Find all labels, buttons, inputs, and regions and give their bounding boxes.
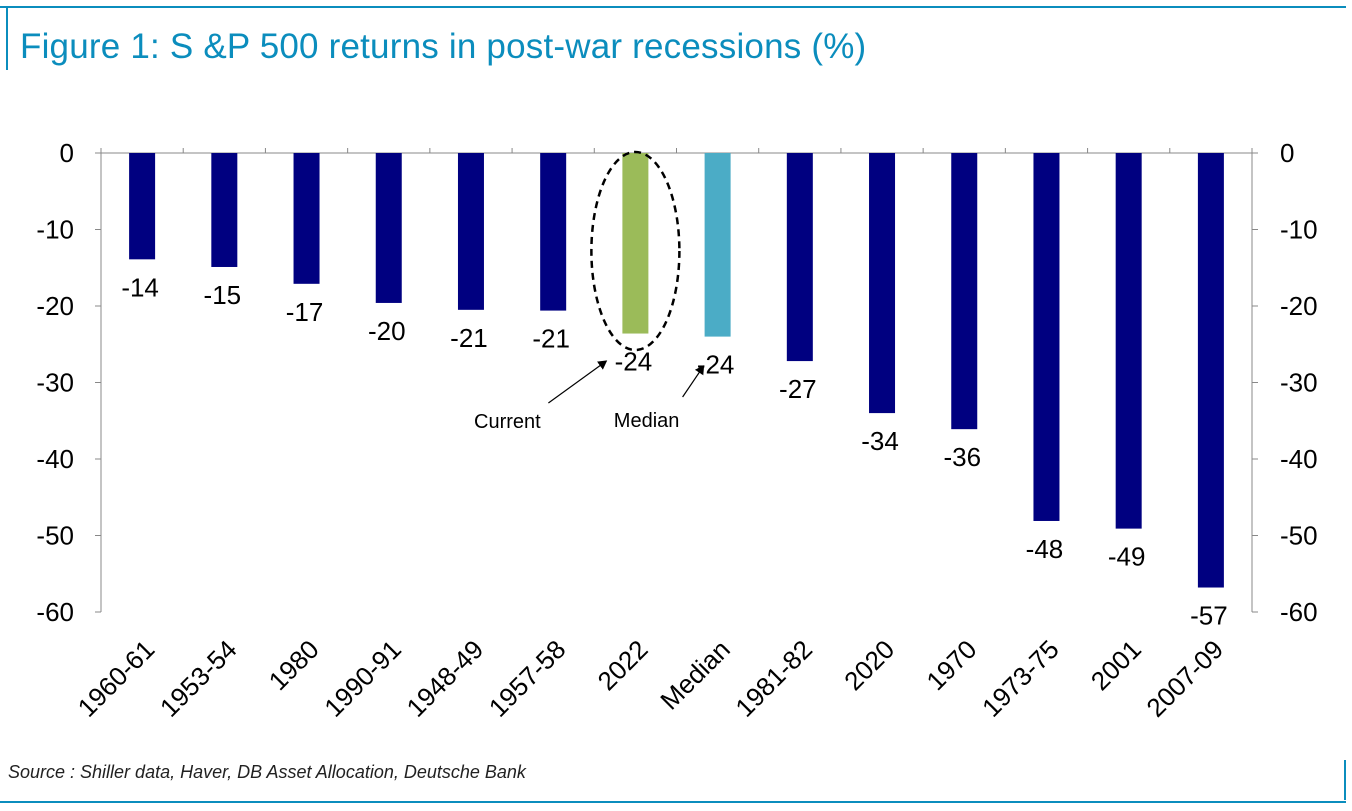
current-arrow	[548, 360, 608, 404]
y-tick-label-right: -30	[1280, 368, 1318, 398]
x-tick-label-1948-49: 1948-49	[401, 634, 490, 723]
data-label-1960-61: -14	[121, 272, 159, 302]
bar-1948-49	[457, 153, 484, 310]
y-tick-label-left: -20	[36, 291, 74, 321]
bar-2001	[1115, 153, 1142, 529]
data-label-2022: -24	[615, 347, 653, 377]
x-tick-label-1970: 1970	[920, 634, 982, 696]
x-tick-label-Median: Median	[654, 634, 736, 716]
x-tick-label-1953-54: 1953-54	[154, 634, 243, 723]
data-label-2001: -49	[1108, 542, 1146, 572]
data-label-1957-58: -21	[532, 324, 570, 354]
y-tick-label-right: 0	[1280, 138, 1294, 168]
bar-2022	[622, 153, 649, 334]
y-tick-label-right: -60	[1280, 597, 1318, 627]
data-label-1953-54: -15	[204, 280, 242, 310]
median-arrow	[682, 365, 705, 398]
data-label-2020: -34	[861, 426, 899, 456]
bar-1990-91	[375, 153, 402, 303]
x-tick-label-1973-75: 1973-75	[976, 634, 1065, 723]
bar-1960-61	[129, 153, 156, 260]
bar-Median	[704, 153, 731, 337]
axes-group: 0 0 -10 -10 -20 -20 -30 -30 -40 -40 -50 -50 -60 -60	[36, 138, 1317, 627]
annotations-group: Current Median	[474, 150, 705, 433]
y-tick-label-left: -40	[36, 444, 74, 474]
data-label-1981-82: -27	[779, 374, 817, 404]
bar-1953-54	[211, 153, 238, 267]
footer-accent-rule	[1344, 760, 1346, 800]
data-labels-group: -14 -15 -17 -20 -21 -21 -24 -24 -27 -34 -36 -48 -49 -…	[121, 272, 1227, 630]
bar-1981-82	[786, 153, 813, 362]
y-tick-label-left: 0	[60, 138, 74, 168]
y-tick-label-left: -30	[36, 368, 74, 398]
data-label-1973-75: -48	[1026, 534, 1064, 564]
x-tick-label-2007-09: 2007-09	[1140, 634, 1229, 723]
x-tick-label-2022: 2022	[592, 634, 654, 696]
x-tick-label-1960-61: 1960-61	[72, 634, 161, 723]
y-tick-label-right: -40	[1280, 444, 1318, 474]
y-tick-label-left: -10	[36, 215, 74, 245]
data-label-2007-09: -57	[1190, 601, 1228, 631]
figure-title: Figure 1: S &P 500 returns in post-war r…	[20, 27, 867, 66]
y-tick-label-right: -10	[1280, 215, 1318, 245]
x-tick-label-1990-91: 1990-91	[318, 634, 407, 723]
data-label-1948-49: -21	[450, 323, 488, 353]
bar-2007-09	[1197, 153, 1224, 588]
title-accent-rule	[6, 8, 8, 70]
x-tick-label-2020: 2020	[838, 634, 900, 696]
data-label-1980: -17	[286, 297, 324, 327]
bar-1970	[951, 153, 978, 430]
bar-1957-58	[540, 153, 567, 311]
data-label-Median: -24	[697, 350, 735, 380]
top-rule	[0, 6, 1346, 8]
bar-2020	[869, 153, 896, 414]
current-highlight-ellipse	[590, 150, 681, 352]
x-tick-label-1957-58: 1957-58	[483, 634, 572, 723]
bars-group	[129, 153, 1224, 588]
y-tick-label-left: -50	[36, 521, 74, 551]
bar-1973-75	[1033, 153, 1060, 521]
y-tick-label-left: -60	[36, 597, 74, 627]
x-tick-label-1981-82: 1981-82	[729, 634, 818, 723]
y-tick-label-right: -20	[1280, 291, 1318, 321]
x-tick-label-1980: 1980	[263, 634, 325, 696]
x-tick-label-2001: 2001	[1085, 634, 1147, 696]
bar-chart: 0 0 -10 -10 -20 -20 -30 -30 -40 -40 -50 -50 -60 -60 -…	[36, 138, 1317, 723]
source-note: Source : Shiller data, Haver, DB Asset A…	[8, 762, 526, 782]
data-label-1990-91: -20	[368, 316, 406, 346]
bottom-rule	[0, 801, 1346, 803]
annotation-median-label: Median	[614, 410, 680, 432]
data-label-1970: -36	[943, 442, 981, 472]
y-tick-label-right: -50	[1280, 521, 1318, 551]
annotation-current-label: Current	[474, 411, 541, 433]
bar-1980	[293, 153, 320, 284]
